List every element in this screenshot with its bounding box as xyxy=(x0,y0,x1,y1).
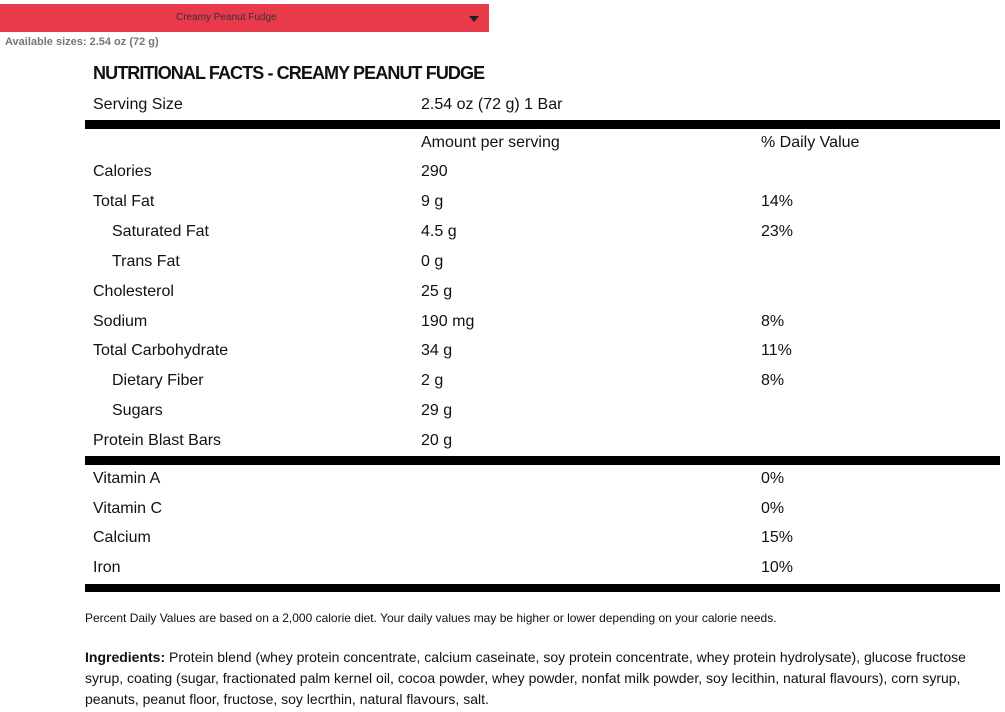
vitamin-dv: 15% xyxy=(761,529,794,547)
divider xyxy=(85,456,1000,465)
vitamin-dv: 0% xyxy=(761,470,785,487)
facts-title: NUTRITIONAL FACTS - CREAMY PEANUT FUDGE xyxy=(93,63,485,83)
vitamin-dv: 10% xyxy=(761,559,794,577)
nutrient-dv: 8% xyxy=(761,372,785,390)
nutrient-label: Trans Fat xyxy=(112,252,180,270)
ingredients-text: Protein blend (whey protein concentrate,… xyxy=(85,649,966,707)
nutrient-amount: 9 g xyxy=(421,192,444,210)
dv-header: % Daily Value xyxy=(761,134,860,151)
available-sizes: Available sizes: 2.54 oz (72 g) xyxy=(5,36,159,48)
nutrient-amount: 4.5 g xyxy=(421,222,457,240)
vitamin-label: Vitamin A xyxy=(93,470,161,487)
nutrient-label: Saturated Fat xyxy=(112,222,209,240)
nutrient-label: Total Fat xyxy=(93,192,155,210)
nutrient-label: Protein Blast Bars xyxy=(93,432,222,450)
vitamin-label: Iron xyxy=(93,559,121,577)
nutrient-amount: 29 g xyxy=(421,402,453,420)
footnote: Percent Daily Values are based on a 2,00… xyxy=(85,611,777,625)
divider xyxy=(85,584,1000,592)
vitamin-label: Vitamin C xyxy=(93,499,163,517)
nutrient-dv: 23% xyxy=(761,222,794,240)
divider xyxy=(85,120,1000,129)
ingredients-label: Ingredients: xyxy=(85,649,166,665)
nutrient-label: Sodium xyxy=(93,312,148,330)
flavor-dropdown[interactable]: Creamy Peanut Fudge xyxy=(0,4,489,32)
sizes-label: Available sizes: xyxy=(5,36,87,48)
serving-value: 2.54 oz (72 g) 1 Bar xyxy=(421,96,563,113)
nutrient-dv: 11% xyxy=(761,342,792,360)
nutrient-label: Calories xyxy=(93,163,152,180)
nutrient-amount: 2 g xyxy=(421,372,444,390)
nutrient-amount: 20 g xyxy=(421,432,453,450)
nutrient-label: Sugars xyxy=(112,402,163,420)
amount-header: Amount per serving xyxy=(421,134,560,151)
nutrient-amount: 290 xyxy=(421,163,448,180)
vitamin-dv: 0% xyxy=(761,499,785,517)
ingredients: Ingredients: Protein blend (whey protein… xyxy=(85,647,1000,710)
dropdown-arrow xyxy=(469,16,479,22)
nutrient-amount: 0 g xyxy=(421,252,444,270)
dropdown-value: Creamy Peanut Fudge xyxy=(176,12,277,23)
serving-label: Serving Size xyxy=(93,96,183,113)
nutrient-label: Total Carbohydrate xyxy=(93,342,229,360)
nutrient-label: Dietary Fiber xyxy=(112,372,204,390)
nutrient-amount: 190 mg xyxy=(421,312,475,330)
vitamin-label: Calcium xyxy=(93,529,151,547)
nutrient-amount: 25 g xyxy=(421,282,453,300)
nutrient-dv: 8% xyxy=(761,312,785,330)
sizes-value: 2.54 oz (72 g) xyxy=(89,36,159,48)
nutrient-label: Cholesterol xyxy=(93,282,174,300)
nutrient-dv: 14% xyxy=(761,192,794,210)
nutrient-amount: 34 g xyxy=(421,342,453,360)
